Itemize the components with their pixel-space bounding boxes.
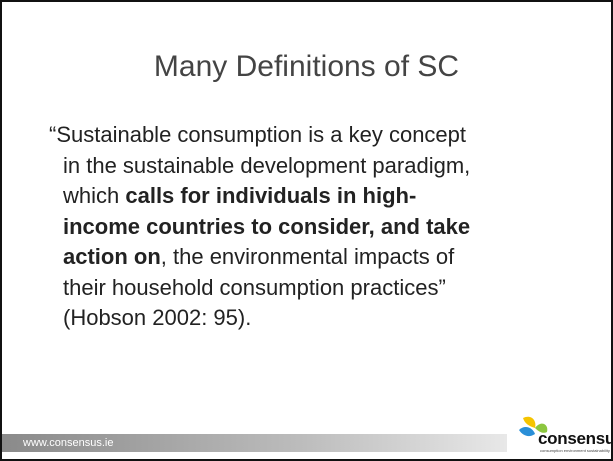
text-segment: income countries to consider, and take [63,213,471,239]
text-segment: “Sustainable consumption is a key concep… [49,122,467,147]
slide-body: “Sustainable consumption is a key concep… [49,120,609,334]
slide-title: Many Definitions of SC [153,50,460,83]
footer-bar [2,434,507,452]
body-line: their household consumption practices” [49,273,609,304]
footer-url: www.consensus.ie [23,437,114,449]
text-segment: , the environmental impacts of [160,244,455,269]
text-segment: their household consumption practices” [63,274,446,300]
logo-text: consensus [538,429,611,448]
text-segment: (Hobson 2002: 95). [63,305,252,330]
text-segment: action on [63,244,161,269]
text-segment: in the sustainable development paradigm, [63,152,471,178]
logo-tagline: consumption environment sustainability [540,448,610,453]
body-line: in the sustainable development paradigm, [49,151,609,182]
text-segment: which [63,183,126,208]
text-segment: calls for individuals in high- [125,183,417,208]
body-line: action on, the environmental impacts of [49,242,609,273]
body-line: which calls for individuals in high- [49,181,609,212]
body-line: income countries to consider, and take [49,212,609,243]
body-line: “Sustainable consumption is a key concep… [49,120,609,151]
logo-icon [519,416,548,437]
body-line: (Hobson 2002: 95). [49,303,609,334]
